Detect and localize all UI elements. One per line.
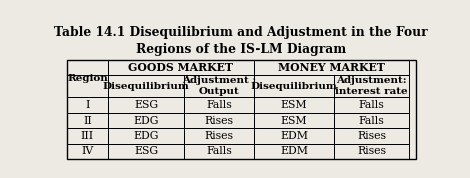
Bar [108,144,184,159]
Bar [254,75,334,97]
Bar [184,128,254,144]
Text: Table 14.1 Disequilibrium and Adjustment in the Four
Regions of the IS-LM Diagra: Table 14.1 Disequilibrium and Adjustment… [54,26,428,56]
Text: II: II [83,116,92,125]
Bar [334,97,409,113]
Text: Rises: Rises [357,131,386,141]
Text: Rises: Rises [204,116,234,125]
Bar [108,128,184,144]
Text: III: III [81,131,94,141]
Text: GOODS MARKET: GOODS MARKET [128,62,234,73]
Text: I: I [85,100,90,110]
Text: EDM: EDM [280,146,308,156]
Text: EDG: EDG [133,116,159,125]
Text: Rises: Rises [357,146,386,156]
Text: EDG: EDG [133,131,159,141]
Bar [334,144,409,159]
Bar [67,97,108,113]
Text: Falls: Falls [206,146,232,156]
Bar [254,128,334,144]
Bar [184,75,254,97]
Text: EDM: EDM [280,131,308,141]
Bar [334,128,409,144]
Text: ESG: ESG [134,146,158,156]
Bar [334,75,409,97]
Text: Disequilibrium: Disequilibrium [251,82,337,91]
Bar [67,60,416,159]
Text: Falls: Falls [359,100,384,110]
Bar [334,113,409,128]
Bar [184,97,254,113]
Text: IV: IV [81,146,94,156]
Text: MONEY MARKET: MONEY MARKET [278,62,385,73]
Bar [108,60,254,75]
Bar [184,144,254,159]
Bar [254,60,409,75]
Text: Falls: Falls [359,116,384,125]
Bar [67,60,108,97]
Bar [254,144,334,159]
Bar [67,113,108,128]
Bar [67,144,108,159]
Text: Adjustment:
interest rate: Adjustment: interest rate [335,76,408,96]
Bar [254,113,334,128]
Bar [254,97,334,113]
Bar [108,75,184,97]
Text: Falls: Falls [206,100,232,110]
Text: ESG: ESG [134,100,158,110]
Bar [67,128,108,144]
Bar [108,113,184,128]
Text: Disequilibrium: Disequilibrium [102,82,189,91]
Text: Region: Region [67,74,108,83]
Text: ESM: ESM [281,116,307,125]
Text: Adjustment :
Output: Adjustment : Output [182,76,256,96]
Text: ESM: ESM [281,100,307,110]
Text: Rises: Rises [204,131,234,141]
Bar [184,113,254,128]
Bar [108,97,184,113]
